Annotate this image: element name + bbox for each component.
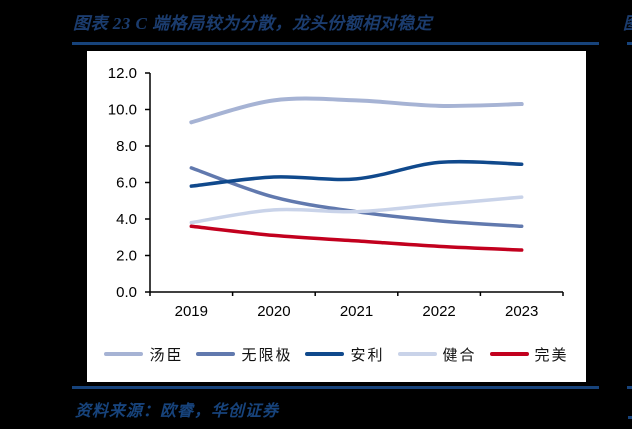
legend-label-wuxianji: 无限极: [241, 347, 293, 364]
y-tick-label: 12.0: [108, 65, 137, 82]
line-chart: 0.0 2.0 4.0 6.0 8.0 10.0 12.0 2019 2020 2021 2022 2…: [108, 65, 564, 320]
series-line-0: [189, 96, 524, 125]
legend-swatch-tangchen: [104, 352, 144, 356]
x-tick-label: 2022: [422, 303, 455, 320]
footer-rule: [72, 386, 599, 389]
adjacent-title-rule-fragment: [627, 42, 632, 45]
legend-label-jianhe: 健合: [442, 347, 477, 364]
y-tick-label: 6.0: [116, 175, 137, 192]
legend-item-wanmei: 完美: [489, 344, 569, 365]
y-tick-label: 4.0: [116, 211, 137, 228]
x-tick-label: 2020: [257, 303, 290, 320]
adjacent-text-fragment: [628, 416, 632, 419]
legend-swatch-anli: [305, 352, 345, 356]
series-line-3: [189, 195, 524, 225]
y-tick-label: 0.0: [116, 284, 137, 301]
chart-area: 0.0 2.0 4.0 6.0 8.0 10.0 12.0 2019 2020 2021 2022 2…: [87, 51, 586, 382]
legend-swatch-wanmei: [489, 352, 529, 356]
series-line-4: [189, 224, 524, 252]
legend-swatch-jianhe: [397, 352, 437, 356]
series-line-2: [189, 159, 524, 188]
legend-swatch-wuxianji: [196, 352, 236, 356]
x-tick-label: 2021: [340, 303, 373, 320]
y-tick-label: 8.0: [116, 138, 137, 155]
source-note: 资料来源：欧睿，华创证券: [75, 403, 280, 420]
adjacent-figure-title-fragment: 图: [623, 9, 632, 35]
legend-item-jianhe: 健合: [397, 344, 477, 365]
legend-label-tangchen: 汤臣: [149, 347, 184, 364]
legend-label-anli: 安利: [350, 347, 385, 364]
legend-item-anli: 安利: [305, 344, 384, 365]
chart-legend: 汤臣 无限极 安利 健合 完美: [87, 344, 586, 365]
y-tick-label: 10.0: [108, 102, 137, 119]
legend-label-wanmei: 完美: [534, 347, 569, 364]
legend-item-tangchen: 汤臣: [104, 344, 183, 365]
figure-title: 图表 23 C 端格局较为分散，龙头份额相对稳定: [73, 14, 433, 33]
legend-item-wuxianji: 无限极: [196, 344, 292, 365]
title-rule: [72, 42, 599, 45]
x-tick-label: 2019: [175, 303, 208, 320]
y-tick-label: 2.0: [116, 248, 137, 265]
adjacent-footer-rule-fragment: [627, 386, 632, 389]
x-tick-label: 2023: [505, 303, 538, 320]
series-line-1: [189, 166, 524, 229]
